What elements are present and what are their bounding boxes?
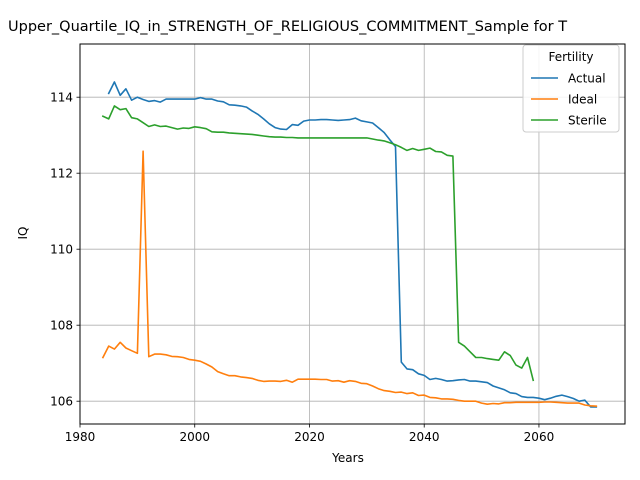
- legend-label-sterile: Sterile: [568, 114, 607, 128]
- x-tick-label: 2020: [294, 430, 325, 444]
- y-tick-label: 108: [50, 319, 73, 333]
- legend-label-ideal: Ideal: [568, 93, 597, 107]
- y-tick-label: 110: [50, 243, 73, 257]
- chart-title: Upper_Quartile_IQ_in_STRENGTH_OF_RELIGIO…: [8, 19, 567, 35]
- x-tick-label: 1980: [65, 430, 96, 444]
- series-line-sterile: [101, 105, 535, 382]
- plot-frame: [79, 43, 626, 425]
- x-tick-label: 2000: [179, 430, 210, 444]
- legend-items: Actual Ideal Sterile: [531, 72, 607, 128]
- x-tick-label: 2040: [409, 430, 440, 444]
- legend-title: Fertility: [548, 50, 593, 64]
- x-tick-label: 2060: [524, 430, 555, 444]
- y-tick-label: 114: [50, 91, 73, 105]
- series-line-ideal: [101, 150, 598, 407]
- y-axis-label: IQ: [16, 227, 30, 240]
- y-tick-label: 112: [50, 167, 73, 181]
- y-tick-label: 106: [50, 395, 73, 409]
- legend: Fertility Actual Ideal Sterile: [522, 44, 620, 133]
- x-axis-label: Years: [331, 451, 364, 465]
- legend-label-actual: Actual: [568, 72, 606, 86]
- series-line-actual: [107, 81, 598, 408]
- series-lines: [101, 81, 598, 408]
- legend-frame: [522, 44, 620, 133]
- axis-ticks: 1980 2000 2020 2040 2060 106 108 110 112 114: [50, 91, 554, 444]
